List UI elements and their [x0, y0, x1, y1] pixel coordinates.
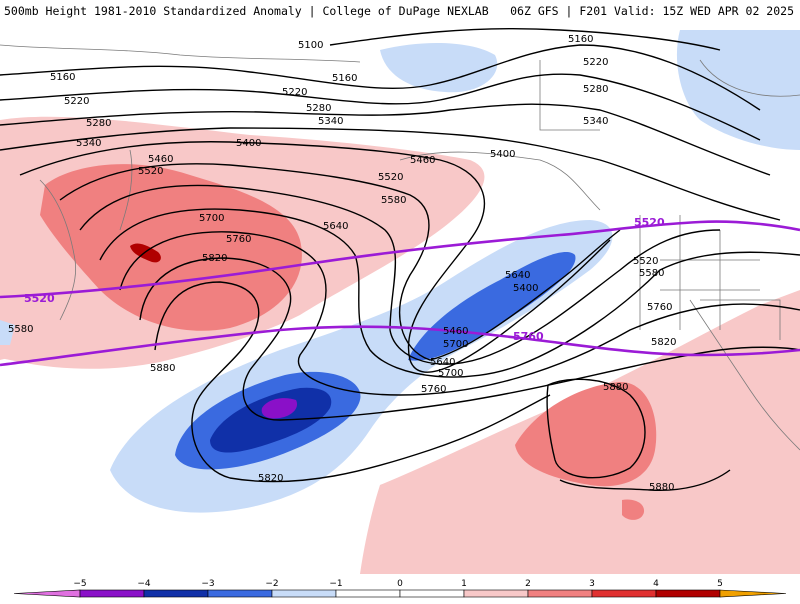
colorbar-bin [719, 589, 787, 598]
contour-label: 5700 [443, 339, 468, 350]
contour-label: 5460 [410, 155, 435, 166]
contour-label: 5340 [76, 138, 101, 149]
anomaly-negative-1d [0, 320, 15, 345]
contour-label: 5580 [639, 268, 664, 279]
map-panel: 5100 5160 5220 5280 5340 5400 5460 5520 … [0, 22, 800, 574]
anomaly-positive-2b [515, 382, 657, 487]
colorbar-tick-label: 0 [397, 579, 403, 589]
valid-time-label: 06Z GFS | F201 Valid: 15Z WED APR 02 202… [510, 4, 794, 18]
colorbar-bin [335, 589, 401, 598]
map-title: 500mb Height 1981-2010 Standardized Anom… [4, 4, 489, 18]
colorbar-tick-label: 1 [461, 579, 467, 589]
colorbar-bin [591, 589, 657, 598]
contour-label: 5400 [236, 138, 261, 149]
contour-label: 5880 [649, 482, 674, 493]
header-bar: 500mb Height 1981-2010 Standardized Anom… [0, 0, 800, 22]
colorbar-tick-label: −2 [265, 579, 278, 589]
contour-label: 5640 [323, 221, 348, 232]
contour-label: 5640 [505, 270, 530, 281]
contour-label: 5820 [651, 337, 676, 348]
contour-label: 5400 [513, 283, 538, 294]
colorbar-bin [463, 589, 529, 598]
colorbar-tick-label: −1 [329, 579, 342, 589]
contour-label: 5160 [50, 72, 75, 83]
anomaly-negative-1 [380, 43, 498, 93]
anomaly-positive-4 [130, 243, 161, 263]
anomaly-positive-2c [622, 499, 645, 520]
contour-label: 5520 [378, 172, 403, 183]
contour-label: 5160 [332, 73, 357, 84]
contour-label: 5760 [421, 384, 446, 395]
colorbar-bin [79, 589, 145, 598]
climatology-label-group: 5520 5760 5520 [24, 216, 665, 343]
colorbar-bin [207, 589, 273, 598]
contour-label: 5220 [64, 96, 89, 107]
contour-label: 5520 [633, 256, 658, 267]
climatology-label: 5520 [24, 292, 55, 305]
contour-label: 5460 [443, 326, 468, 337]
contour-label: 5580 [8, 324, 33, 335]
coastlines [0, 44, 800, 451]
colorbar-bin [527, 589, 593, 598]
contour-label: 5280 [583, 84, 608, 95]
contour-label: 5700 [199, 213, 224, 224]
colorbar-bin [13, 589, 81, 598]
contour-label: 5280 [86, 118, 111, 129]
contour-label: 5520 [138, 166, 163, 177]
map-svg: 5100 5160 5220 5280 5340 5400 5460 5520 … [0, 27, 800, 574]
climatology-label: 5760 [513, 330, 544, 343]
contour-label: 5340 [583, 116, 608, 127]
colorbar-svg: −5 −4 −3 −2 −1 0 1 2 3 4 5 [13, 579, 787, 598]
colorbar-bin [655, 589, 721, 598]
contour-label: 5460 [148, 154, 173, 165]
colorbar-tick-label: 3 [589, 579, 595, 589]
contour-label: 5340 [318, 116, 343, 127]
contour-label: 5160 [568, 34, 593, 45]
contour-label: 5220 [282, 87, 307, 98]
colorbar-tick-label: 5 [717, 579, 723, 589]
contour-label: 5760 [647, 302, 672, 313]
contour-label-group: 5100 5160 5220 5280 5340 5400 5460 5520 … [8, 34, 676, 493]
colorbar-tick-label: 2 [525, 579, 531, 589]
colorbar-tick-label: −4 [137, 579, 151, 589]
colorbar-bin [399, 589, 465, 598]
colorbar-tick-label: 4 [653, 579, 659, 589]
contour-label: 5100 [298, 40, 323, 51]
colorbar-tick-label: −3 [201, 579, 214, 589]
contour-label: 5820 [258, 473, 283, 484]
colorbar-bin [143, 589, 209, 598]
colorbar-tick-label: −5 [73, 579, 86, 589]
colorbar: −5 −4 −3 −2 −1 0 1 2 3 4 5 [0, 574, 800, 600]
anomaly-negative-1b [676, 30, 800, 150]
contour-label: 5580 [381, 195, 406, 206]
anomaly-negative-3 [210, 387, 332, 453]
climatology-label: 5520 [634, 216, 665, 229]
contour-label: 5700 [438, 368, 463, 379]
anomaly-negative-4 [261, 398, 298, 419]
height-contours [0, 27, 800, 492]
contour-label: 5760 [226, 234, 251, 245]
contour-label: 5280 [306, 103, 331, 114]
contour-label: 5220 [583, 57, 608, 68]
contour-label: 5880 [150, 363, 175, 374]
climatology-contours [0, 220, 800, 367]
contour-label: 5880 [603, 382, 628, 393]
contour-label: 5820 [202, 253, 227, 264]
anomaly-negative-2b [408, 252, 576, 361]
contour-label: 5400 [490, 149, 515, 160]
contour-label: 5640 [430, 357, 455, 368]
colorbar-bin [271, 589, 337, 598]
